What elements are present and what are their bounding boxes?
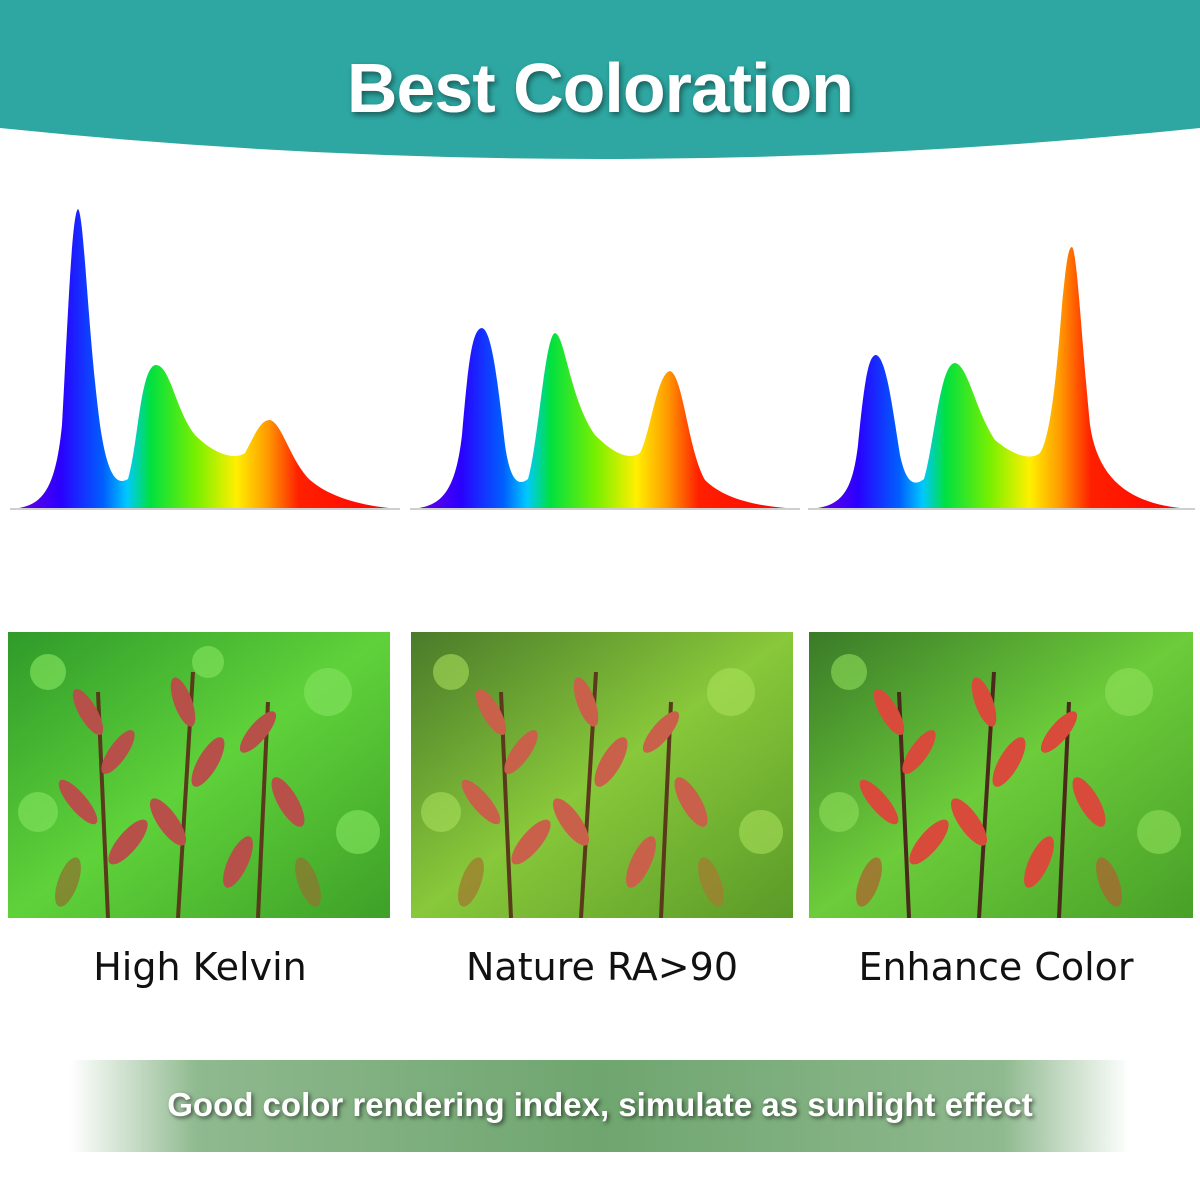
- caption-high-kelvin: High Kelvin: [93, 945, 307, 989]
- spectrum-enhance: [808, 247, 1195, 510]
- caption-enhance: Enhance Color: [858, 945, 1134, 989]
- page-title: Best Coloration: [346, 49, 854, 127]
- photo-high-kelvin: [8, 632, 390, 918]
- spectrum-high-kelvin: [10, 209, 400, 510]
- footer-banner: [70, 1060, 1130, 1152]
- spectrum-nature: [410, 328, 800, 510]
- spectrum-graphics: [10, 209, 1195, 510]
- banner-shape: [0, 0, 1200, 159]
- photo-enhance: [809, 632, 1193, 918]
- header-banner: [0, 0, 1200, 170]
- photo-nature: [411, 632, 793, 918]
- footer-text: Good color rendering index, simulate as …: [167, 1086, 1033, 1123]
- caption-nature: Nature RA>90: [466, 945, 738, 989]
